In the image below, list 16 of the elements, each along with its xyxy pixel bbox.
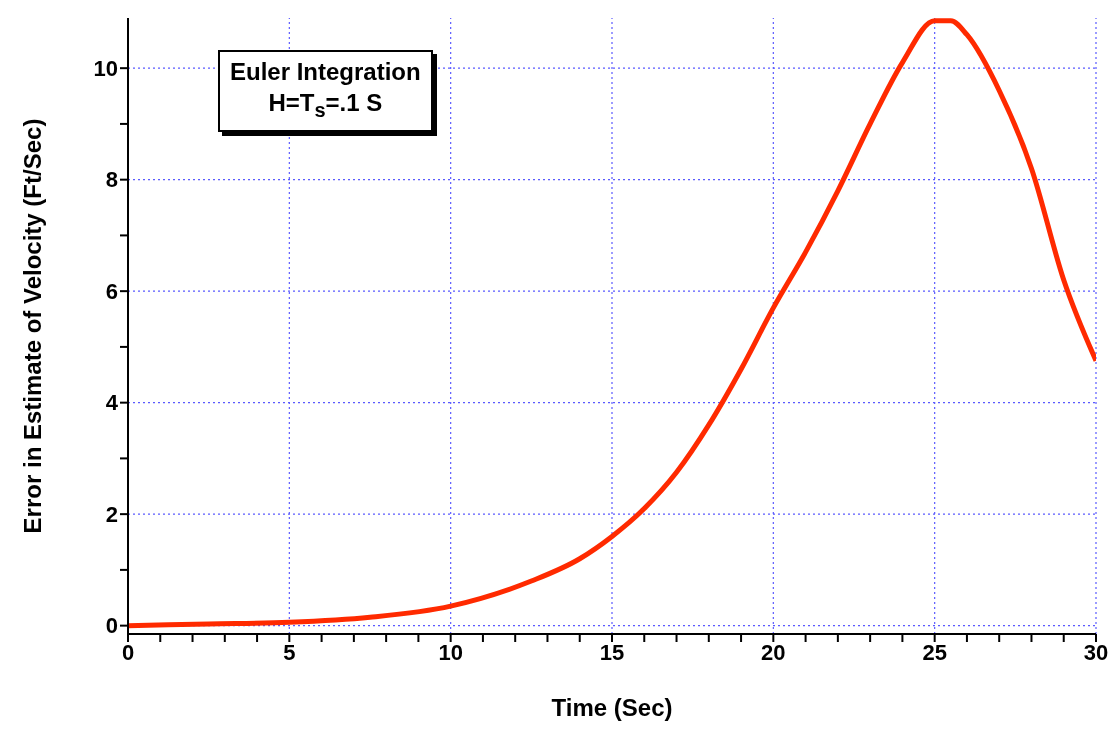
x-tick-label: 15 — [599, 639, 625, 665]
x-tick-label: 20 — [761, 639, 786, 665]
x-tick-label: 5 — [283, 639, 296, 665]
x-tick-label: 30 — [1083, 639, 1109, 665]
y-axis-title: Error in Estimate of Velocity (Ft/Sec) — [18, 118, 46, 534]
y-tick-label: 0 — [105, 613, 118, 639]
annotation: Euler Integration H=T$_{s}$=.1 S — [230, 57, 421, 123]
x-axis-title: Time (Sec) — [551, 694, 673, 721]
y-tick-label: 8 — [105, 167, 118, 193]
y-tick-label: 6 — [105, 278, 118, 304]
y-tick-label: 2 — [105, 501, 118, 527]
x-tick-label: 25 — [922, 639, 947, 665]
y-tick-label: 4 — [105, 390, 119, 416]
y-tick-label: 10 — [93, 55, 118, 81]
x-tick-label: 10 — [438, 639, 463, 665]
x-tick-label: 0 — [121, 639, 135, 665]
